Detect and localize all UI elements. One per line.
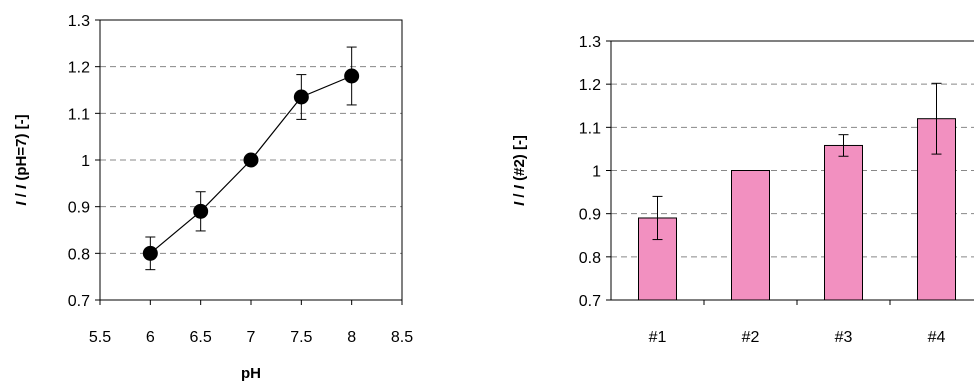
x-tick-label: #1	[649, 329, 667, 346]
y-tick-label: 0.8	[68, 246, 90, 263]
x-tick-label: 8	[347, 329, 356, 346]
data-point	[243, 152, 259, 168]
y-tick-label: 1.3	[579, 34, 601, 51]
bar	[731, 170, 770, 301]
y-axis-label-text: I / I (#2) [-]	[511, 135, 528, 206]
y-axis-label-part: (#2) [-]	[511, 135, 528, 185]
y-axis-label-part: (pH=7) [-]	[13, 114, 30, 184]
y-tick-label: 1.2	[579, 77, 601, 94]
data-point	[344, 68, 360, 84]
x-tick-label: #2	[742, 329, 760, 346]
x-tick-label: 6	[146, 329, 155, 346]
x-axis-label: pH	[241, 365, 261, 382]
x-tick-label: 6.5	[190, 329, 212, 346]
y-tick-label: 0.9	[579, 207, 601, 224]
y-axis-label-text: I / I (pH=7) [-]	[13, 114, 30, 205]
y-axis-label-part: /	[13, 189, 30, 202]
data-point	[142, 245, 158, 261]
y-axis-label-part: I	[13, 201, 30, 206]
y-axis-label-part: I	[511, 201, 528, 206]
y-axis-label: I / I (#2) [-]	[511, 135, 528, 206]
y-tick-label: 1	[592, 164, 601, 181]
x-tick-label: #4	[928, 329, 946, 346]
y-axis-label-part: I	[511, 184, 528, 189]
x-tick-label: 5.5	[89, 329, 111, 346]
data-point	[293, 89, 309, 105]
bar	[824, 144, 863, 301]
y-axis-label-part: I	[13, 184, 30, 189]
x-tick-label: 7	[247, 329, 256, 346]
y-tick-label: 0.7	[68, 293, 90, 310]
y-axis-label: I / I (pH=7) [-]	[13, 114, 30, 205]
y-axis-label-part: /	[511, 189, 528, 202]
y-tick-label: 1	[81, 153, 90, 170]
x-tick-label: 7.5	[290, 329, 312, 346]
x-tick-label: 8.5	[391, 329, 413, 346]
plot-frame	[99, 19, 403, 301]
y-tick-label: 1.1	[68, 106, 90, 123]
y-tick-label: 0.8	[579, 250, 601, 267]
y-tick-label: 1.2	[68, 60, 90, 77]
y-tick-label: 0.7	[579, 293, 601, 310]
y-tick-label: 1.1	[579, 120, 601, 137]
y-tick-label: 1.3	[68, 13, 90, 30]
data-point	[193, 203, 209, 219]
x-tick-label: #3	[835, 329, 853, 346]
y-tick-label: 0.9	[68, 200, 90, 217]
